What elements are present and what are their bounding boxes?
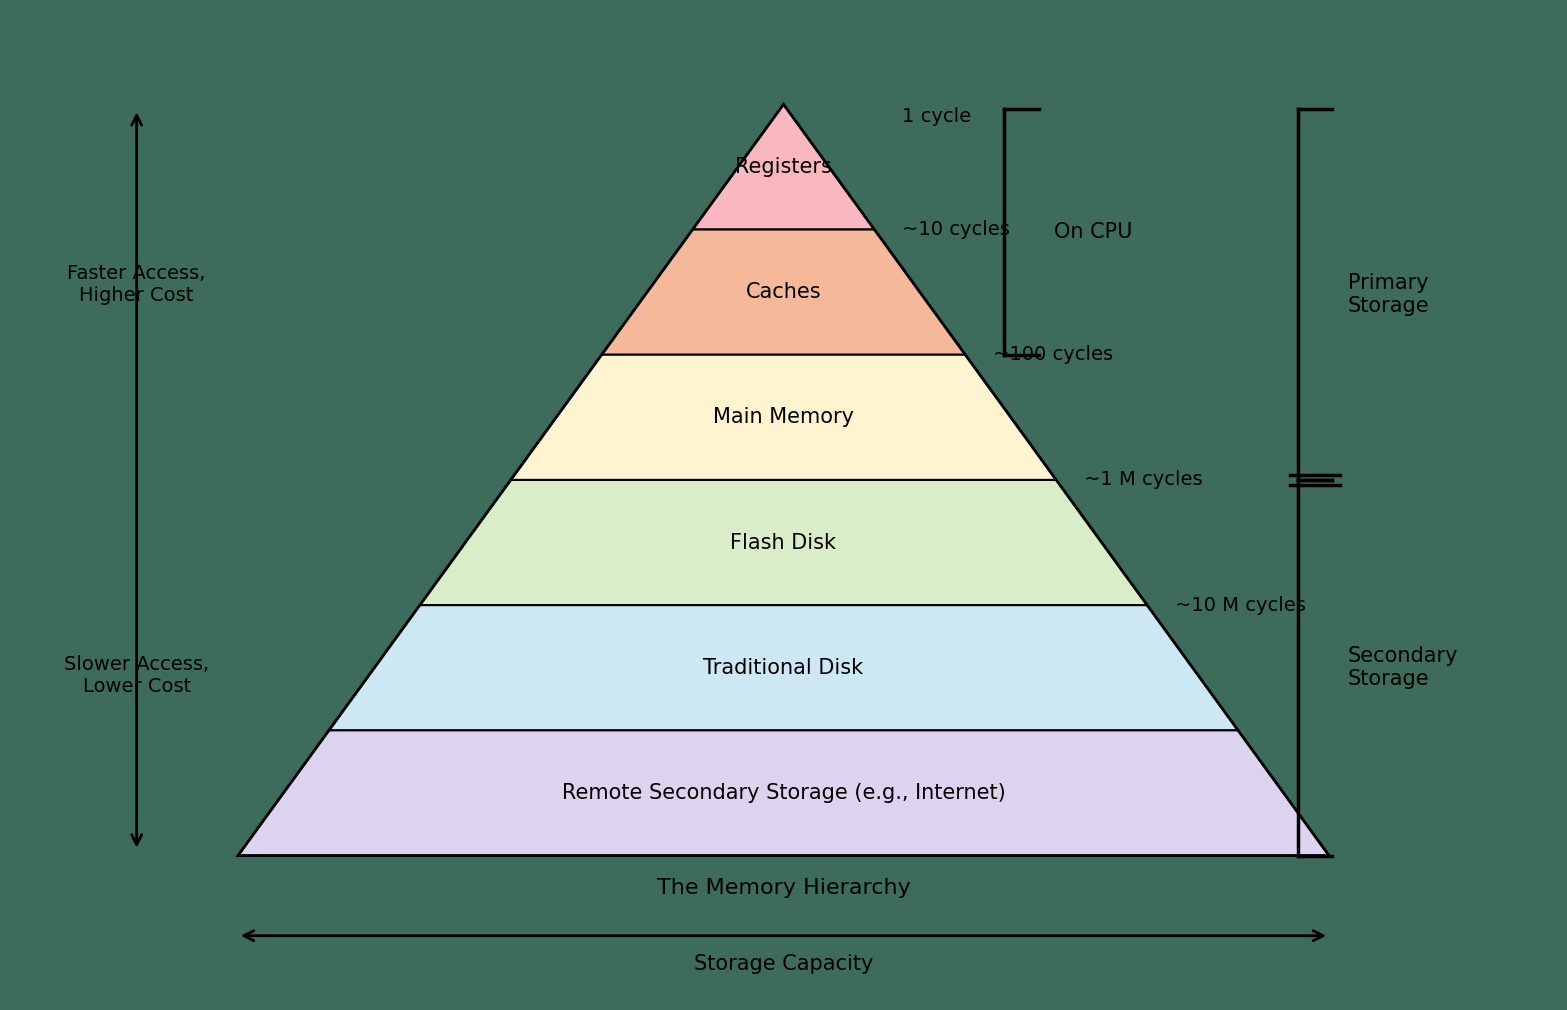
Text: Slower Access,
Lower Cost: Slower Access, Lower Cost (64, 654, 210, 696)
Text: 1 cycle: 1 cycle (903, 107, 972, 126)
Text: Main Memory: Main Memory (713, 407, 854, 427)
Text: Remote Secondary Storage (e.g., Internet): Remote Secondary Storage (e.g., Internet… (561, 783, 1006, 803)
Text: ~100 cycles: ~100 cycles (993, 345, 1114, 365)
Text: Caches: Caches (746, 282, 821, 302)
Polygon shape (693, 104, 874, 229)
Text: ~1 M cycles: ~1 M cycles (1084, 471, 1203, 490)
Text: ~10 cycles: ~10 cycles (903, 220, 1011, 239)
Polygon shape (329, 605, 1238, 730)
Polygon shape (602, 229, 965, 355)
Text: ~10 M cycles: ~10 M cycles (1175, 596, 1307, 615)
Text: Faster Access,
Higher Cost: Faster Access, Higher Cost (67, 265, 205, 305)
Text: Traditional Disk: Traditional Disk (704, 658, 863, 678)
Text: Storage Capacity: Storage Capacity (694, 953, 873, 974)
Text: Flash Disk: Flash Disk (730, 532, 837, 552)
Text: Secondary
Storage: Secondary Storage (1348, 646, 1459, 690)
Text: Registers: Registers (735, 157, 832, 177)
Polygon shape (420, 480, 1147, 605)
Text: The Memory Hierarchy: The Memory Hierarchy (657, 878, 910, 898)
Text: Primary
Storage: Primary Storage (1348, 273, 1429, 316)
Polygon shape (238, 730, 1329, 855)
Polygon shape (511, 355, 1056, 480)
Text: On CPU: On CPU (1055, 222, 1133, 242)
